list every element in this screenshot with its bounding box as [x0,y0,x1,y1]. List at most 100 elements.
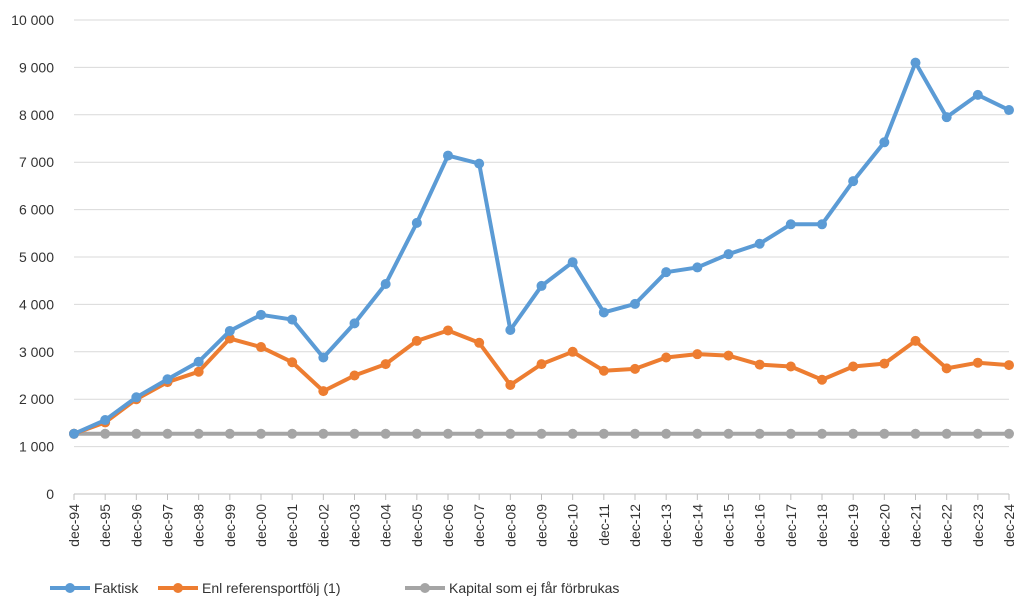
x-tick-label: dec-21 [908,504,924,547]
legend-swatch-marker [173,583,183,593]
data-point [349,318,360,329]
data-point [411,335,422,346]
data-point [318,386,329,397]
data-point [567,257,578,268]
data-point [318,428,329,439]
data-point [692,349,703,360]
x-tick-label: dec-13 [658,504,674,547]
data-point [848,176,859,187]
x-tick-label: dec-12 [627,504,643,547]
x-tick-label: dec-97 [160,504,176,547]
data-point [1004,360,1014,371]
data-point [692,428,703,439]
x-tick-label: dec-07 [471,504,487,547]
x-tick-label: dec-09 [534,504,550,547]
data-point [318,352,329,363]
y-tick-label: 5 000 [19,249,54,265]
data-point [131,428,142,439]
x-tick-label: dec-15 [721,504,737,547]
x-tick-label: dec-98 [191,504,207,547]
data-point [754,359,765,370]
data-point [100,428,111,439]
y-tick-label: 3 000 [19,344,54,360]
data-point [380,359,391,370]
legend-item: Faktisk [50,580,139,596]
data-point [193,356,204,367]
data-point [100,415,111,426]
data-point [972,428,983,439]
data-point [567,346,578,357]
data-point [256,342,266,353]
data-point [224,428,235,439]
data-point [910,57,921,68]
data-point [474,428,485,439]
series-0 [69,57,1014,439]
data-point [879,137,890,148]
legend-swatch-marker [420,583,430,593]
legend: Faktisk Enl referensportfölj (1) Kapital s… [50,580,619,596]
data-point [661,352,672,363]
data-point [941,112,952,123]
data-point [661,428,672,439]
series-2 [69,428,1014,439]
data-point [848,361,859,372]
data-point [598,307,609,318]
data-point [411,217,422,228]
x-tick-label: dec-95 [97,504,113,547]
x-tick-label: dec-01 [284,504,300,547]
x-tick-label: dec-10 [565,504,581,547]
data-point [941,363,952,374]
y-tick-label: 0 [46,486,54,502]
legend-item: Kapital som ej får förbrukas [405,580,619,596]
data-point [349,428,360,439]
data-point [505,379,516,390]
data-point [69,428,79,439]
x-tick-label: dec-20 [876,504,892,547]
data-point [505,428,516,439]
series [69,57,1014,439]
data-point [193,366,204,377]
legend-label: Kapital som ej får förbrukas [449,580,619,596]
x-tick-label: dec-22 [939,504,955,547]
x-tick-label: dec-04 [378,504,394,547]
x-tick-label: dec-24 [1001,504,1017,547]
y-tick-label: 6 000 [19,202,54,218]
data-point [474,337,485,348]
legend-label: Enl referensportfölj (1) [202,580,341,596]
x-tick-label: dec-23 [970,504,986,547]
legend-swatch-marker [65,583,75,593]
data-point [287,314,298,325]
data-point [598,365,609,376]
data-point [567,428,578,439]
data-point [630,298,640,309]
data-point [380,279,391,290]
y-tick-label: 2 000 [19,391,54,407]
series-line [72,60,1011,436]
data-point [692,262,703,273]
x-tick-label: dec-17 [783,504,799,547]
series-1 [69,325,1014,439]
x-tick-label: dec-19 [845,504,861,547]
x-tick-label: dec-06 [440,504,456,547]
data-point [443,150,453,161]
x-tick-label: dec-03 [347,504,363,547]
data-point [972,89,983,100]
data-point [1004,105,1014,116]
y-tick-label: 1 000 [19,439,54,455]
data-point [598,428,609,439]
x-tick-label: dec-08 [502,504,518,547]
data-point [474,158,485,169]
data-point [443,325,453,336]
data-point [941,428,952,439]
legend-label: Faktisk [94,580,139,596]
data-point [630,428,640,439]
gridlines [74,19,1009,448]
data-point [536,280,547,291]
data-point [754,428,765,439]
data-point [785,219,796,230]
x-tick-label: dec-94 [66,504,82,547]
y-tick-label: 4 000 [19,296,54,312]
x-tick-label: dec-14 [689,504,705,547]
